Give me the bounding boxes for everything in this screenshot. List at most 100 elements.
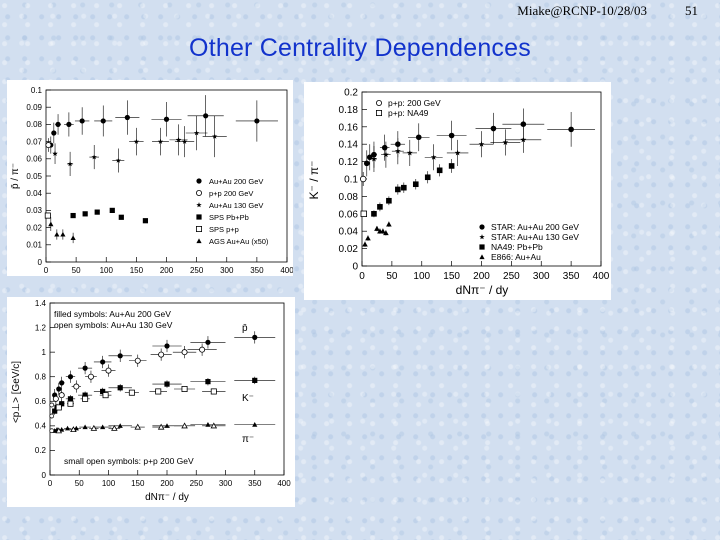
legend-marker	[479, 254, 485, 260]
y-tick-label: 1.4	[35, 299, 47, 308]
data-point	[448, 163, 455, 169]
data-point	[70, 426, 77, 433]
data-point	[212, 133, 218, 139]
data-point	[478, 141, 485, 147]
legend-label: NA49: Pb+Pb	[491, 242, 543, 252]
data-point	[56, 386, 62, 392]
data-point	[377, 204, 383, 210]
slide-title: Other Centrality Dependences	[189, 34, 531, 62]
data-point	[44, 212, 51, 219]
y-tick-label: 0.6	[35, 397, 47, 406]
legend-label: Au+Au 130 GeV	[209, 201, 263, 210]
legend-marker	[479, 244, 485, 250]
x-tick-label: 400	[593, 271, 610, 282]
pbar-pi-ratio-panel: 0 50 100 150 200 250 300 350 400 0 0.01 0.02 0.03 0.0…	[7, 80, 293, 276]
data-point	[210, 422, 218, 429]
legend-label: Au+Au 200 GeV	[209, 177, 263, 186]
x-tick-label: 350	[250, 266, 264, 275]
author-date: Miake@RCNP-10/28/03	[517, 3, 647, 18]
y-tick-label: 0.08	[26, 120, 42, 129]
data-point	[59, 380, 65, 386]
data-point	[82, 424, 88, 430]
data-point	[100, 359, 106, 365]
data-point	[73, 383, 80, 390]
legend-label: SPS p+p	[209, 225, 239, 234]
data-point	[386, 221, 392, 227]
data-point	[412, 181, 419, 188]
x-tick-label: 200	[473, 271, 490, 282]
data-point	[386, 197, 392, 204]
y-tick-label: 0.06	[339, 209, 359, 220]
series-label: K⁻	[242, 393, 254, 404]
data-point	[163, 116, 170, 122]
y-tick-label: 0.18	[339, 105, 359, 116]
data-point	[45, 142, 52, 149]
legend-label: p+p: NA49	[388, 108, 429, 118]
legend-marker	[196, 178, 202, 184]
data-point	[67, 161, 73, 167]
series-label: π⁻	[242, 434, 254, 445]
data-point	[100, 118, 106, 124]
y-tick-label: 0.4	[35, 422, 47, 431]
x-tick-label: 350	[248, 479, 262, 488]
data-point	[383, 151, 389, 158]
annotation-pp: small open symbols: p+p 200 GeV	[64, 456, 194, 466]
data-point	[454, 149, 461, 156]
page-number: 51	[685, 3, 698, 18]
x-tick-label: 300	[219, 479, 233, 488]
x-tick-label: 50	[75, 479, 84, 488]
data-point	[164, 381, 170, 387]
data-point	[415, 134, 422, 141]
data-point	[52, 408, 58, 414]
data-point	[90, 424, 98, 431]
legend-label: SPS Pb+Pb	[209, 213, 249, 222]
data-point	[118, 214, 124, 220]
annotation-open: open symbols: Au+Au 130 GeV	[54, 320, 173, 330]
data-point	[52, 395, 59, 402]
data-point	[100, 388, 106, 395]
data-point	[359, 175, 367, 183]
y-tick-label: 1	[42, 348, 47, 357]
data-point	[155, 388, 162, 395]
data-point	[568, 126, 574, 133]
data-point	[205, 339, 211, 345]
y-axis-label: K⁻ / π⁻	[307, 161, 321, 200]
annotation-filled: filled symbols: Au+Au 200 GeV	[54, 309, 171, 319]
legend-marker	[196, 202, 202, 208]
data-point	[115, 157, 121, 163]
y-tick-label: 0.01	[26, 241, 42, 250]
legend-marker	[479, 224, 485, 230]
data-point	[436, 167, 443, 174]
data-point	[49, 402, 55, 408]
data-point	[128, 389, 135, 396]
data-point	[502, 139, 509, 145]
legend-marker	[195, 225, 202, 232]
series-label: p̄	[242, 323, 248, 334]
data-point	[70, 235, 76, 240]
data-point	[55, 121, 61, 127]
data-point	[395, 186, 401, 193]
data-point	[381, 144, 388, 151]
data-point	[55, 427, 63, 434]
data-point	[79, 118, 85, 124]
data-point	[490, 125, 497, 132]
y-tick-label: 0.04	[26, 189, 42, 198]
x-tick-label: 0	[359, 271, 365, 282]
data-point	[87, 373, 94, 380]
data-point	[100, 424, 106, 430]
x-axis-label: dNπ⁻ / dy	[456, 283, 509, 297]
data-point	[365, 235, 371, 241]
y-tick-label: 0.02	[26, 223, 42, 232]
data-point	[424, 174, 431, 181]
pbar-pi-ratio-chart: 0 50 100 150 200 250 300 350 400 0 0.01 0.02 0.03 0.0…	[10, 86, 293, 275]
mean-pt-chart: 0 50 100 150 200 250 300 350 400 0 0.2 0.4 0.6 0.8 1 1.…	[11, 299, 291, 503]
data-point	[401, 184, 407, 191]
data-point	[164, 343, 170, 349]
data-point	[252, 377, 258, 383]
data-point	[374, 225, 380, 231]
x-tick-label: 100	[102, 479, 116, 488]
data-point	[383, 230, 389, 236]
y-tick-label: 0.1	[344, 175, 358, 186]
data-point	[82, 211, 88, 217]
data-point	[133, 138, 140, 144]
